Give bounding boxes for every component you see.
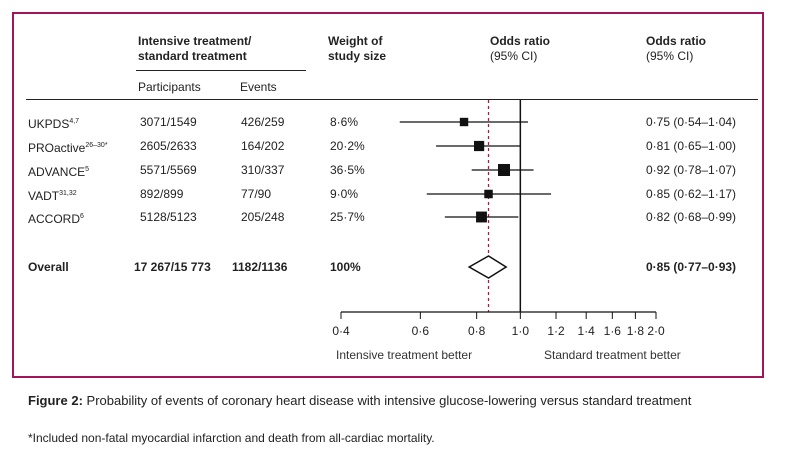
- study-events-3: 77/90: [241, 187, 272, 201]
- study-point-2: [498, 164, 511, 176]
- overall-name: Overall: [28, 260, 69, 274]
- study-participants-0: 3071/1549: [140, 115, 197, 129]
- study-ci-text-2: 0·92 (0·78–1·07): [646, 163, 737, 177]
- study-weight-4: 25·7%: [330, 210, 365, 224]
- header-group-line2: standard treatment: [138, 49, 247, 63]
- header-or2-line1: Odds ratio: [646, 34, 707, 48]
- study-weight-1: 20·2%: [330, 139, 365, 153]
- x-tick-label-3: 1·0: [512, 324, 530, 338]
- x-tick-label-2: 0·8: [468, 324, 486, 338]
- study-name-4: ACCORD6: [28, 212, 84, 226]
- overall-weight: 100%: [330, 260, 361, 274]
- caption-text: Probability of events of coronary heart …: [86, 393, 692, 408]
- figure-frame: [12, 12, 764, 378]
- header-or-line2: (95% CI): [490, 49, 538, 63]
- study-participants-4: 5128/5123: [140, 210, 197, 224]
- study-events-1: 164/202: [241, 139, 285, 153]
- study-ci-text-3: 0·85 (0·62–1·17): [646, 187, 737, 201]
- xlabel-left: Intensive treatment better: [336, 348, 473, 362]
- x-tick-label-6: 1·6: [604, 324, 622, 338]
- x-tick-label-0: 0·4: [332, 324, 350, 338]
- header-weight-line2: study size: [328, 49, 387, 63]
- xlabel-right: Standard treatment better: [544, 348, 681, 362]
- table-top-rule: [26, 99, 758, 100]
- figure-caption: Figure 2: Probability of events of coron…: [28, 392, 768, 409]
- study-events-4: 205/248: [241, 210, 285, 224]
- x-tick-label-1: 0·6: [412, 324, 430, 338]
- header-events: Events: [240, 80, 277, 94]
- study-weight-0: 8·6%: [330, 115, 359, 129]
- x-tick-label-7: 1·8: [627, 324, 645, 338]
- study-point-1: [473, 140, 485, 152]
- x-tick-label-5: 1·4: [578, 324, 596, 338]
- study-point-0: [459, 117, 469, 127]
- x-tick-label-8: 2·0: [647, 324, 665, 338]
- overall-participants: 17 267/15 773: [134, 260, 211, 274]
- header-or-line1: Odds ratio: [490, 34, 551, 48]
- header-group-line1: Intensive treatment/: [138, 34, 252, 48]
- caption-footnote: *Included non-fatal myocardial infarctio…: [28, 431, 435, 445]
- study-events-0: 426/259: [241, 115, 285, 129]
- overall-ci-text: 0·85 (0·77–0·93): [646, 260, 737, 274]
- study-point-3: [484, 189, 493, 199]
- x-tick-label-4: 1·2: [547, 324, 565, 338]
- header-weight-line1: Weight of: [328, 34, 383, 48]
- study-point-4: [476, 211, 487, 223]
- header-participants: Participants: [138, 80, 201, 94]
- study-name-0: UKPDS4,7: [28, 117, 80, 131]
- header-underline: [136, 70, 306, 71]
- study-participants-3: 892/899: [140, 187, 184, 201]
- study-weight-3: 9·0%: [330, 187, 359, 201]
- study-name-3: VADT31,32: [28, 189, 77, 203]
- study-ci-text-4: 0·82 (0·68–0·99): [646, 210, 737, 224]
- study-name-1: PROactive26–30*: [28, 141, 108, 155]
- study-ci-text-1: 0·81 (0·65–1·00): [646, 139, 737, 153]
- overall-events: 1182/1136: [232, 260, 288, 274]
- caption-label: Figure 2:: [28, 393, 83, 408]
- study-participants-2: 5571/5569: [140, 163, 197, 177]
- study-events-2: 310/337: [241, 163, 285, 177]
- study-participants-1: 2605/2633: [140, 139, 197, 153]
- study-ci-text-0: 0·75 (0·54–1·04): [646, 115, 737, 129]
- study-weight-2: 36·5%: [330, 163, 365, 177]
- overall-diamond: [467, 255, 508, 279]
- study-name-2: ADVANCE5: [28, 165, 90, 179]
- header-or2-line2: (95% CI): [646, 49, 694, 63]
